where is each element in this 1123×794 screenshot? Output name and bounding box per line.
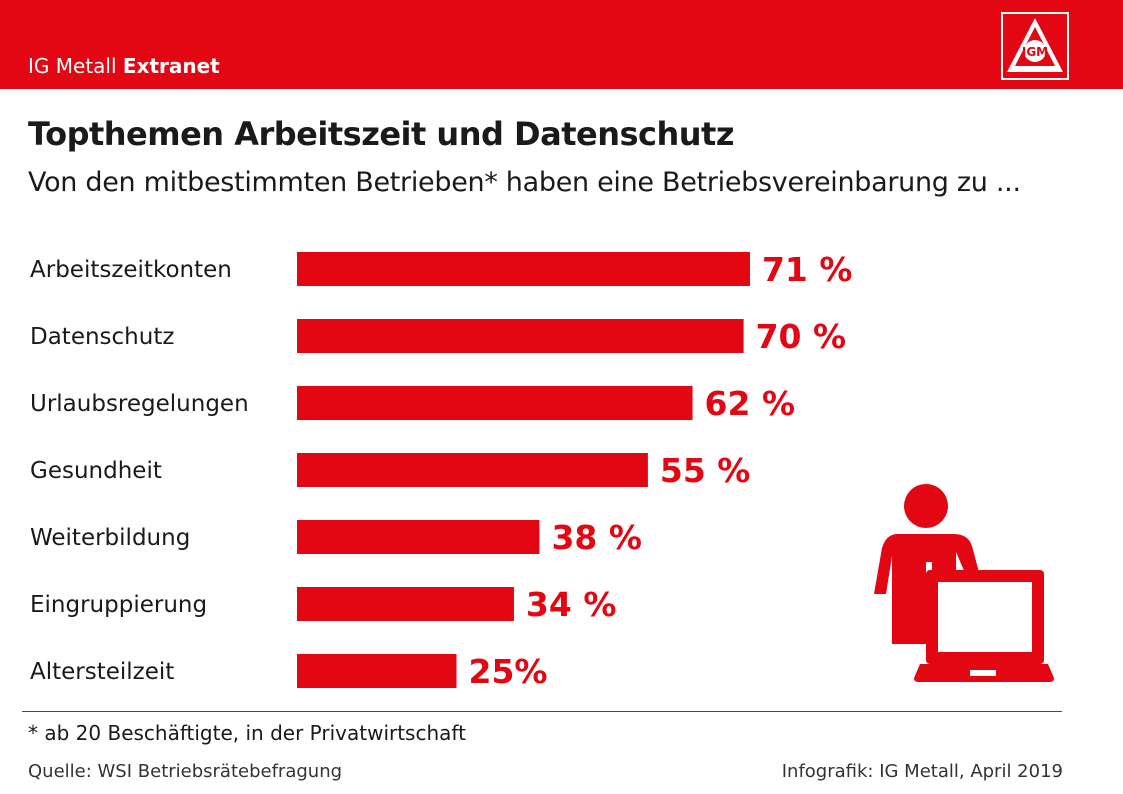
chart-subtitle: Von den mitbestimmten Betrieben* haben e… <box>28 167 1021 198</box>
category-label: Weiterbildung <box>30 525 190 551</box>
brand-name: IG Metall <box>28 54 117 78</box>
value-label: 71 % <box>762 250 852 289</box>
bar <box>297 319 744 353</box>
bar <box>297 587 514 621</box>
category-label: Gesundheit <box>30 458 162 484</box>
category-label: Urlaubsregelungen <box>30 391 249 417</box>
value-label: 62 % <box>705 384 795 423</box>
divider <box>22 711 1062 712</box>
brand: IG Metall Extranet <box>28 54 220 78</box>
category-label: Altersteilzeit <box>30 659 174 685</box>
ig-metall-logo-icon: IGM <box>1001 12 1069 80</box>
value-label: 34 % <box>526 585 616 624</box>
value-label: 70 % <box>756 317 846 356</box>
bar <box>297 252 750 286</box>
value-label: 55 % <box>660 451 750 490</box>
bar <box>297 453 648 487</box>
value-label: 25% <box>469 652 548 691</box>
footnote: * ab 20 Beschäftigte, in der Privatwirts… <box>28 721 466 745</box>
bar <box>297 386 693 420</box>
chart-title: Topthemen Arbeitszeit und Datenschutz <box>28 115 734 153</box>
bar <box>297 520 540 554</box>
svg-text:IGM: IGM <box>1022 45 1048 59</box>
credit: Infografik: IG Metall, April 2019 <box>781 761 1063 782</box>
category-label: Datenschutz <box>30 324 174 350</box>
brand-section: Extranet <box>122 54 220 78</box>
bar-chart: Arbeitszeitkonten 71 % Datenschutz 70 % Urla… <box>30 250 852 691</box>
value-label: 38 % <box>551 518 641 557</box>
person-at-laptop-icon <box>874 484 1054 682</box>
category-label: Arbeitszeitkonten <box>30 257 232 283</box>
source: Quelle: WSI Betriebsrätebefragung <box>28 761 343 782</box>
category-label: Eingruppierung <box>30 592 207 618</box>
bar <box>297 654 457 688</box>
header-bar: IG Metall Extranet IGM <box>0 0 1123 89</box>
